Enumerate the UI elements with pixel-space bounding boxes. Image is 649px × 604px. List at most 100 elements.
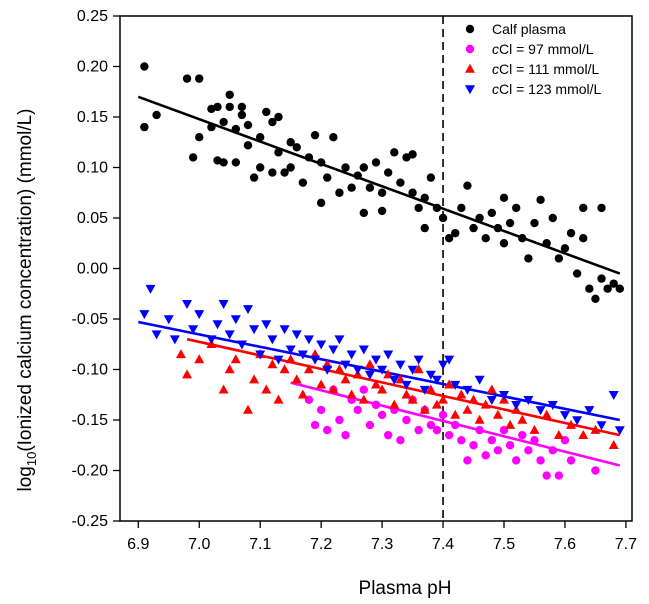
y-tick-label: -0.05 [72,311,109,328]
legend-label: cCl = 111 mmol/L [492,61,599,77]
data-point [535,406,546,416]
data-point [297,389,308,399]
data-point [425,370,436,380]
series-2-points [175,339,619,450]
data-point [195,133,204,142]
data-point [303,335,314,345]
data-point [298,178,308,187]
data-point [219,158,228,167]
data-point [542,471,551,480]
data-point [444,379,455,389]
data-point [541,409,552,419]
y-tick-label: -0.15 [72,412,109,429]
data-point [615,284,625,293]
data-point [457,436,466,445]
y-tick-label: 0.00 [77,261,108,278]
data-point [431,399,442,409]
data-point [536,195,545,205]
data-point [377,188,387,197]
data-point [218,384,229,394]
data-point [255,350,266,360]
data-point [505,419,516,429]
data-point [285,345,296,355]
data-point [371,355,381,365]
data-point [334,364,345,374]
data-point [279,325,290,335]
legend-label: Calf plasma [492,21,566,37]
data-point [390,148,399,157]
data-point [396,178,405,187]
data-point [596,421,607,431]
data-point [304,153,314,162]
data-point [499,239,509,248]
data-point [359,385,369,394]
data-point [579,234,588,243]
data-point [499,193,509,202]
data-point [352,365,363,375]
data-point [383,350,394,360]
data-point [590,424,601,434]
data-point [243,120,253,130]
data-point [518,430,527,440]
data-point [286,138,295,147]
data-point [572,416,583,426]
data-points [139,62,625,480]
x-tick-label: 7.3 [371,536,393,553]
data-point [572,269,582,278]
series-3-points [139,284,625,436]
data-point [329,133,338,142]
data-point [236,340,247,350]
data-point [481,451,490,460]
legend-label: cCl = 97 mmol/L [492,41,594,57]
data-point [402,415,411,425]
data-point [529,424,540,434]
data-point [316,405,326,415]
y-tick-label: 0.20 [77,59,108,76]
data-point [468,394,479,404]
data-point [474,414,485,424]
data-point [182,369,193,379]
data-point [608,390,619,400]
data-point [559,411,570,421]
data-point [341,163,350,172]
data-point [548,213,557,223]
data-point [249,325,260,335]
data-point [475,213,484,223]
legend-label-text: Calf plasma [492,21,566,37]
data-point [420,193,429,202]
data-point [585,284,594,293]
fit-line-3 [138,320,621,422]
data-point [231,158,241,167]
data-point [347,183,356,192]
data-point [353,405,362,415]
data-point [591,466,600,475]
legend: Calf plasma cCl = 97 mmol/L cCl = 111 mmol… [465,21,602,97]
data-point [224,364,235,374]
data-point [517,414,528,424]
fit-line-0 [137,95,621,275]
data-point [194,310,205,320]
data-point [511,203,521,213]
data-point [188,153,198,162]
data-point [169,335,180,345]
data-point [225,90,234,99]
data-point [530,218,539,228]
data-point [608,440,619,450]
x-tick-label: 6.9 [127,536,149,553]
data-point [364,370,375,380]
data-point [487,436,497,445]
data-point [261,320,272,330]
data-point [377,384,388,394]
data-point [346,350,357,360]
data-point [340,360,351,370]
y-tick-label: 0.05 [77,210,108,227]
legend-marker [465,44,475,54]
data-point [230,354,241,364]
data-point [420,223,429,233]
data-point [224,330,235,340]
data-point [591,294,600,303]
y-axis-title-suffix: (Ionized calcium concentration) (mmol/L) [15,108,36,451]
data-point [463,181,472,190]
data-point [262,107,271,117]
data-point [486,396,497,405]
